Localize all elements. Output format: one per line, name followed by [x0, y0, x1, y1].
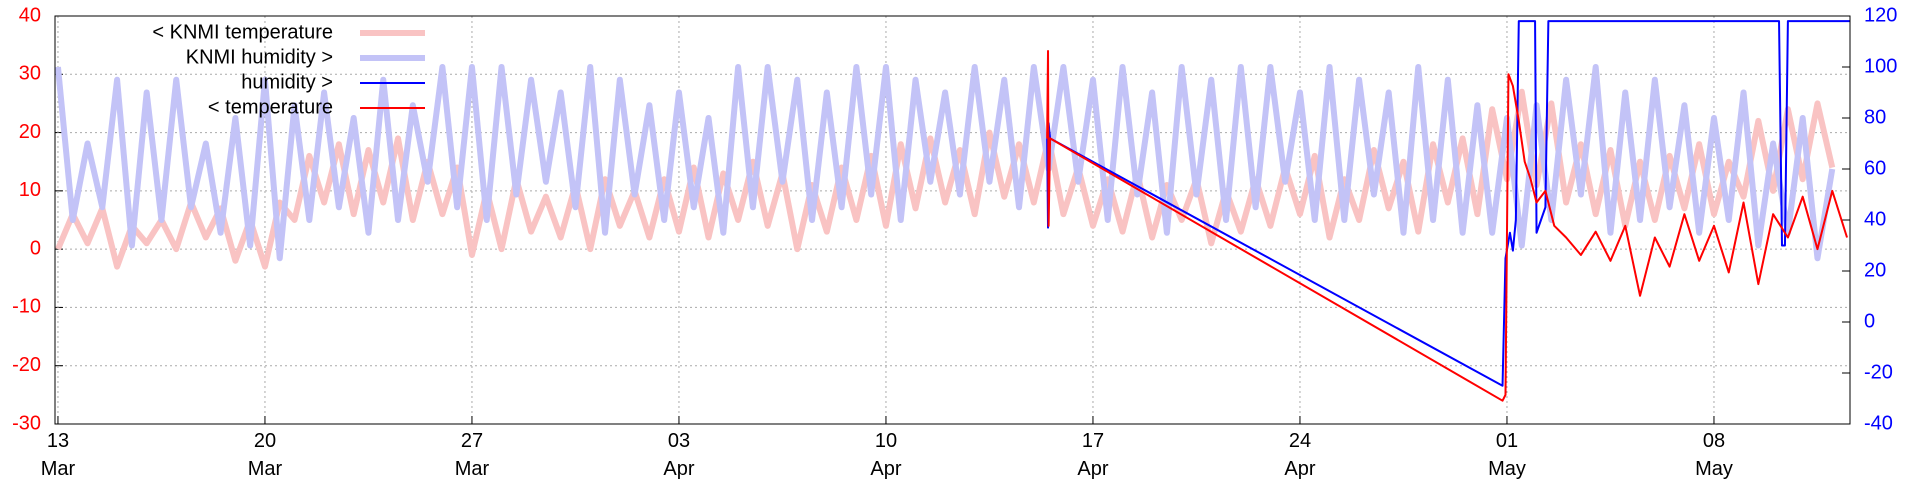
y2-tick-label: 20 [1864, 259, 1886, 281]
series-line [1046, 49, 1848, 402]
x-tick-label: 03 Apr [663, 430, 695, 480]
y-tick-label: 20 [19, 121, 41, 143]
x-tick-label: 13 Mar [40, 430, 76, 480]
x-tick-label: 08 May [1695, 430, 1733, 480]
y-tick-label: 30 [19, 63, 41, 85]
legend-label: KNMI humidity > [186, 46, 333, 68]
legend-label: < temperature [208, 96, 333, 118]
y2-tick-label: 120 [1864, 4, 1897, 26]
y2-tick-label: -40 [1864, 412, 1893, 434]
y-tick-label: 40 [19, 4, 41, 26]
y-tick-label: -30 [12, 412, 41, 434]
plot-frame [54, 15, 1851, 425]
y2-tick-label: 60 [1864, 157, 1886, 179]
x-tick-label: 27 Mar [454, 430, 490, 480]
y2-tick-label: 40 [1864, 208, 1886, 230]
y-tick-label: 10 [19, 179, 41, 201]
x-tick-label: 10 Apr [870, 430, 902, 480]
x-tick-label: 17 Apr [1077, 430, 1109, 480]
y2-tick-label: 100 [1864, 55, 1897, 77]
legend-label: < KNMI temperature [152, 21, 333, 43]
x-tick-label: 24 Apr [1284, 430, 1316, 480]
x-tick-label: 20 Mar [247, 430, 283, 480]
y-tick-label: -10 [12, 296, 41, 318]
y-tick-label: -20 [12, 354, 41, 376]
legend-label: humidity > [241, 71, 333, 93]
y2-tick-label: -20 [1864, 361, 1893, 383]
y2-tick-label: 80 [1864, 106, 1886, 128]
y2-tick-label: 0 [1864, 310, 1875, 332]
y-tick-label: 0 [30, 237, 41, 259]
x-tick-label: 01 May [1488, 430, 1526, 480]
